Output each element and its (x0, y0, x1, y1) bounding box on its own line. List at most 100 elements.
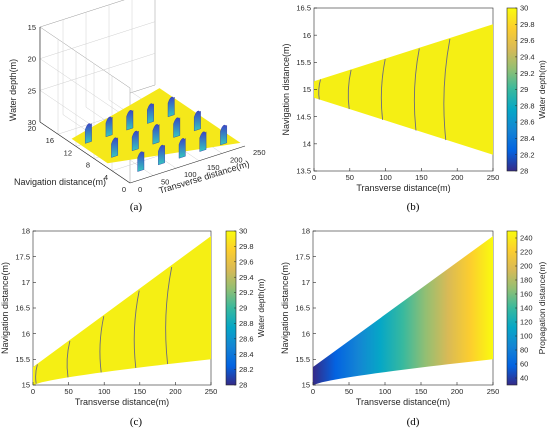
ripple-curtain (131, 130, 139, 152)
y-tick-label: 15.5 (15, 355, 30, 364)
colorbar-tick-label: 29 (239, 304, 247, 313)
colorbar-tick-label: 28.4 (239, 350, 254, 359)
colorbar-tick-label: 29.6 (520, 36, 535, 45)
ripple-curtain (158, 144, 165, 166)
z-tick-label: 15 (28, 23, 36, 32)
x-tick-label: 0 (311, 387, 315, 396)
y-tick-label: 17 (302, 278, 310, 287)
y-tick-label: 14 (303, 139, 311, 148)
contour-line (35, 364, 38, 384)
grid-line (39, 53, 156, 91)
y-tick-label: 15 (302, 381, 310, 390)
y-axis-label: Navigation distance(m) (280, 262, 290, 354)
x-tick-label: 100 (98, 387, 111, 396)
x-tick-label: 150 (415, 387, 428, 396)
colorbar-tick-label: 29.2 (239, 288, 254, 297)
ripple-curtain (194, 110, 201, 132)
colorbar-tick-label: 29.8 (520, 20, 535, 29)
colorbar-label: Water depth(m) (537, 60, 547, 119)
z-axis-label: Water depth(m) (8, 59, 18, 121)
colorbar-tick-label: 28.4 (520, 134, 535, 143)
y-tick-label: 0 (122, 185, 126, 194)
y-tick-label: 16 (302, 329, 310, 338)
y-tick-label: 15 (22, 381, 30, 390)
contour-line (380, 59, 386, 120)
ripple-curtain (152, 124, 160, 145)
panel-d-propagation-map: 0 50 100 150 200 250 15 15.5 16 16.5 17 17.5 18 Trans… (280, 227, 547, 407)
ripple-curtain (173, 117, 181, 138)
ripple-curtain (137, 151, 145, 172)
x-tick-label: 150 (134, 387, 147, 396)
caption-a: (a) (130, 201, 143, 213)
y-tick-label: 4 (104, 173, 108, 182)
colorbar-tick-label: 180 (520, 276, 533, 285)
x-tick-label: 250 (487, 387, 500, 396)
colorbar-tick-label: 28.6 (520, 118, 535, 127)
colorbar-tick-label: 30 (239, 227, 247, 236)
x-tick-label: 250 (253, 148, 266, 157)
contour-line (66, 340, 71, 378)
panel-b-water-depth-map: 0 50 100 150 200 250 13.5 14 14.5 15 15.5 16 16.5 Tra… (281, 4, 547, 193)
grid-line (39, 58, 131, 120)
contour-line (443, 38, 451, 141)
y-tick-label: 12 (64, 148, 72, 157)
x-axis-label: Transverse distance(m) (356, 183, 450, 193)
colorbar-tick-label: 28.2 (239, 365, 254, 374)
colorbar-tick-label: 30 (520, 4, 528, 13)
colorbar-tick-label: 29 (520, 85, 528, 94)
x-tick-label: 150 (207, 163, 220, 172)
z-tick-label: 20 (28, 55, 36, 64)
grid-line (39, 21, 156, 59)
y-tick-label: 15.5 (295, 355, 310, 364)
colorbar-tick-label: 28 (520, 167, 528, 176)
y-axis-line (39, 121, 131, 184)
x-tick-label: 0 (312, 173, 316, 182)
x-axis-label: Transverse distance(m) (158, 159, 251, 196)
ripple-curtain (167, 96, 175, 118)
y-tick-label: 15.5 (296, 58, 311, 67)
contour-line (165, 266, 173, 365)
y-tick-label: 13.5 (296, 167, 311, 176)
y-tick-label: 8 (86, 161, 90, 170)
x-axis-label: Transverse distance(m) (356, 397, 450, 407)
colorbar-tick-label: 100 (520, 332, 533, 341)
colorbar-label: Water depth(m) (256, 278, 266, 337)
x-tick-label: 250 (205, 387, 218, 396)
colorbar-tick-label: 28.2 (520, 150, 535, 159)
y-tick-label: 16.5 (296, 4, 311, 13)
y-tick-label: 20 (28, 124, 36, 133)
colorbar-tick-label: 160 (520, 290, 533, 299)
y-axis-label: Navigation distance(m) (0, 262, 10, 354)
colorbar-tick-label: 40 (520, 374, 528, 383)
x-tick-label: 0 (31, 387, 35, 396)
z-tick-label: 25 (28, 86, 36, 95)
y-tick-label: 16.5 (15, 304, 30, 313)
contour-line (99, 316, 105, 373)
caption-b: (b) (407, 201, 420, 213)
colorbar-label: Propagation distance(m) (537, 262, 547, 355)
colorbar-tick-label: 29.2 (520, 69, 535, 78)
x-tick-label: 150 (415, 173, 428, 182)
ripple-curtain (220, 124, 227, 146)
z-tick-label: 30 (28, 118, 36, 127)
caption-c: (c) (130, 416, 143, 428)
colorbar-tick-label: 29.6 (239, 257, 254, 266)
water-depth-field (314, 24, 493, 155)
ripple-curtain (147, 103, 154, 124)
x-tick-label: 50 (64, 387, 72, 396)
y-axis-label: Navigation distance(m) (281, 43, 291, 135)
y-axis-label: Navigation distance(m) (14, 177, 106, 187)
x-tick-label: 50 (346, 173, 354, 182)
colorbar-tick-label: 140 (520, 304, 533, 313)
colorbar-tick-label: 29.4 (239, 273, 254, 282)
colorbar-tick-label: 28.6 (239, 334, 254, 343)
colorbar-tick-label: 240 (520, 234, 533, 243)
contour-line (347, 69, 352, 110)
y-tick-label: 17.5 (295, 252, 310, 261)
y-tick-label: 18 (22, 227, 30, 236)
propagation-field (313, 236, 493, 385)
x-tick-label: 50 (161, 178, 169, 187)
x-tick-label: 100 (184, 170, 197, 179)
